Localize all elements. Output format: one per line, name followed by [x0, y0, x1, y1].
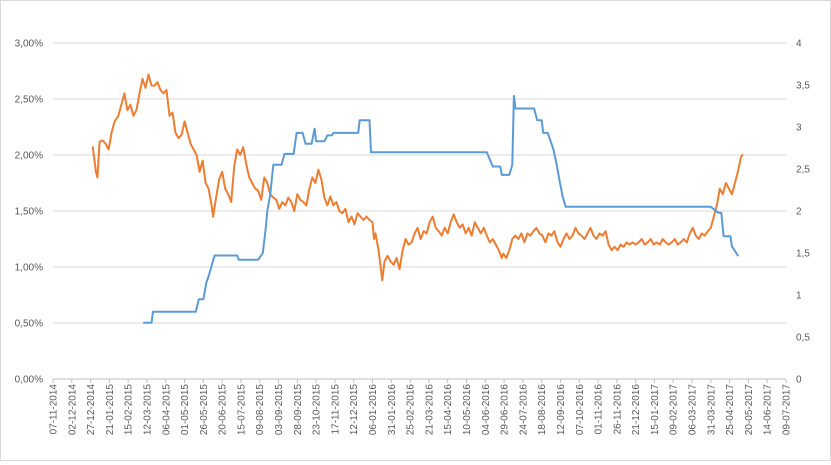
x-axis-tick-label: 24-07-2016 — [518, 384, 529, 436]
x-axis-tick-label: 14-06-2017 — [763, 384, 774, 436]
x-axis-tick-label: 26-05-2015 — [199, 384, 210, 436]
x-axis-tick-label: 20-06-2015 — [218, 384, 229, 436]
right-axis-tick-label: 2 — [796, 207, 802, 218]
series-line-left-axis — [91, 73, 744, 282]
right-axis-tick-label: 2,5 — [796, 165, 810, 176]
x-axis-tick-label: 25-02-2016 — [406, 384, 417, 436]
x-axis-tick-label: 03-09-2015 — [274, 384, 285, 436]
gridlines — [53, 42, 786, 380]
x-axis-tick-label: 15-07-2015 — [236, 384, 247, 436]
x-axis-tick-label: 27-12-2014 — [86, 384, 97, 436]
x-axis-tick-label: 09-07-2017 — [782, 384, 793, 436]
x-axis-tick-label: 15-01-2017 — [650, 384, 661, 436]
left-y-axis: 0,00% 0,50% 1,00% 1,50% 2,00% 2,50% 3,00% — [15, 39, 43, 386]
x-axis-tick-label: 21-03-2016 — [424, 384, 435, 436]
right-y-axis: 0 0,5 1 1,5 2 2,5 3 3,5 4 — [796, 39, 810, 386]
x-axis-tick-label: 01-11-2016 — [594, 384, 605, 435]
x-axis-tick-label: 01-05-2015 — [180, 384, 191, 436]
x-axis-tick-label: 09-08-2015 — [255, 384, 266, 436]
x-axis-tick-label: 31-03-2017 — [706, 384, 717, 436]
left-axis-tick-label: 3,00% — [15, 39, 43, 50]
x-axis-tick-label: 26-11-2016 — [612, 384, 623, 435]
x-axis-tick-label: 31-01-2016 — [387, 384, 398, 436]
right-axis-tick-label: 1,5 — [796, 249, 810, 260]
x-axis-tick-label: 15-02-2015 — [124, 384, 135, 436]
x-axis-tick-label: 21-12-2016 — [631, 384, 642, 436]
x-axis-tick-label: 20-05-2017 — [744, 384, 755, 436]
x-axis-tick-label: 06-04-2015 — [161, 384, 172, 436]
x-axis-tick-label: 17-11-2015 — [330, 384, 341, 435]
x-axis-tick-label: 23-10-2015 — [312, 384, 323, 436]
x-axis-tick-label: 28-09-2015 — [293, 384, 304, 436]
left-axis-tick-label: 2,50% — [15, 95, 43, 106]
x-axis-tick-label: 09-02-2017 — [669, 384, 680, 436]
x-axis-tick-label: 21-01-2015 — [105, 384, 116, 436]
right-axis-tick-label: 3 — [796, 123, 802, 134]
right-axis-tick-label: 0,5 — [796, 333, 810, 344]
series-group — [91, 73, 744, 324]
left-axis-tick-label: 1,00% — [15, 263, 43, 274]
left-axis-tick-label: 1,50% — [15, 207, 43, 218]
x-axis-tick-label: 25-04-2017 — [725, 384, 736, 436]
x-axis-tick-label: 07-11-2014 — [49, 384, 60, 435]
x-axis-tick-label: 15-04-2016 — [443, 384, 454, 436]
x-axis-tick-label: 18-08-2016 — [537, 384, 548, 436]
right-axis-tick-label: 0 — [796, 375, 802, 386]
x-axis-tick-label: 12-03-2015 — [142, 384, 153, 436]
x-axis-tick-label: 06-01-2016 — [368, 384, 379, 436]
left-axis-tick-label: 2,00% — [15, 151, 43, 162]
left-axis-tick-label: 0,00% — [15, 375, 43, 386]
x-axis-tick-label: 02-12-2014 — [67, 384, 78, 436]
series-line-right-axis — [143, 94, 739, 324]
x-axis-tick-label: 12-12-2015 — [349, 384, 360, 436]
x-axis-tick-label: 07-10-2016 — [575, 384, 586, 436]
right-axis-tick-label: 3,5 — [796, 81, 810, 92]
x-axis-tick-label: 04-06-2016 — [481, 384, 492, 436]
x-axis-tick-label: 06-03-2017 — [688, 384, 699, 436]
x-axis-tick-label: 29-06-2016 — [500, 384, 511, 436]
right-axis-tick-label: 1 — [796, 291, 802, 302]
right-axis-tick-label: 4 — [796, 39, 802, 50]
left-axis-tick-label: 0,50% — [15, 319, 43, 330]
x-axis-tick-label: 10-05-2016 — [462, 384, 473, 436]
x-axis: 07-11-2014 02-12-2014 27-12-2014 21-01-2015… — [49, 378, 793, 436]
x-axis-tick-label: 12-09-2016 — [556, 384, 567, 436]
